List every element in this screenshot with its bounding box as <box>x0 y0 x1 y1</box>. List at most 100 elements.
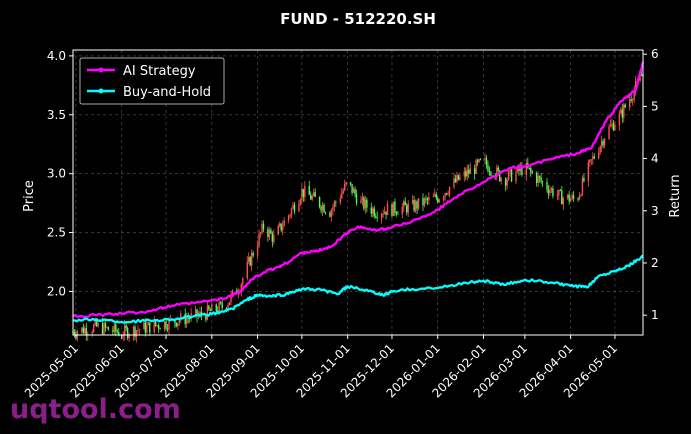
candle-body <box>572 195 575 199</box>
candle-body <box>577 198 579 200</box>
candle-body <box>466 169 468 177</box>
candle-body <box>258 233 260 247</box>
legend: AI Strategy Buy-and-Hold <box>79 57 225 105</box>
candle-body <box>330 210 333 217</box>
candle-body <box>123 325 126 336</box>
candle-body <box>104 323 107 328</box>
series-line-buy-and-hold <box>72 255 644 324</box>
y-tick-label: 4.0 <box>47 49 66 63</box>
candle-body <box>562 198 564 205</box>
candle-body <box>97 323 99 327</box>
candle-body <box>355 194 358 204</box>
candle-body <box>311 195 313 200</box>
candle-body <box>500 178 502 182</box>
candle-body <box>614 125 616 131</box>
candle-body <box>73 331 76 335</box>
candle-body <box>407 203 409 213</box>
candle-body <box>620 109 622 114</box>
candle-body <box>302 188 305 197</box>
candle-body <box>246 261 248 279</box>
candle-body <box>447 194 449 195</box>
candle-body <box>115 324 117 332</box>
candle-body <box>397 213 399 215</box>
candle-body <box>143 322 145 330</box>
candle-body <box>344 183 346 191</box>
y-axis-label-right: Return <box>668 174 683 217</box>
candle-body <box>85 328 87 336</box>
candle-body <box>611 123 613 126</box>
candle-body <box>448 186 451 195</box>
candle-body <box>231 289 234 295</box>
candle-body <box>515 171 517 182</box>
candle-body <box>166 328 169 330</box>
candle-body <box>159 328 161 330</box>
candle-body <box>537 176 539 183</box>
candle-body <box>113 324 116 332</box>
candle-body <box>624 104 626 108</box>
candle-body <box>221 302 223 308</box>
candle-body <box>394 201 396 213</box>
candle-body <box>589 159 591 163</box>
candle-body <box>349 182 352 184</box>
left-axis-ticks: 2.0 2.5 3.0 3.5 4.0 <box>47 49 73 298</box>
candle-body <box>417 198 420 209</box>
y-right-tick-label: 3 <box>651 204 659 218</box>
candle-body <box>391 204 393 216</box>
candle-body <box>298 203 300 212</box>
candle-body <box>499 170 501 182</box>
candle-body <box>425 198 427 200</box>
candle-body <box>366 199 368 208</box>
candle-body <box>580 194 582 196</box>
candle-body <box>507 171 510 180</box>
candle-body <box>566 194 569 199</box>
candle-body <box>561 190 563 205</box>
candle-body <box>318 196 321 207</box>
candle-body <box>375 216 377 218</box>
legend-label-ai-strategy: AI Strategy <box>123 64 196 79</box>
candle-body <box>82 327 85 334</box>
candle-body <box>469 168 471 174</box>
candle-body <box>76 331 79 337</box>
grid <box>73 50 643 335</box>
candle-body <box>497 167 499 171</box>
candle-body <box>386 204 389 216</box>
candle-body <box>406 205 408 213</box>
candle-body <box>312 192 315 196</box>
candle-body <box>478 159 480 162</box>
candle-body <box>101 323 104 335</box>
candle-body <box>404 201 406 206</box>
candle-body <box>485 158 488 165</box>
legend-marker-ai-strategy <box>98 67 104 73</box>
candle-body <box>411 200 414 204</box>
candle-body <box>442 196 445 200</box>
candle-body <box>137 329 139 331</box>
candle-body <box>395 212 398 214</box>
candle-body <box>445 193 448 195</box>
candle-body <box>639 74 641 82</box>
candle-body <box>146 325 148 333</box>
candle-body <box>364 199 367 209</box>
y-right-tick-label: 1 <box>651 308 659 322</box>
candle-body <box>199 311 201 315</box>
candle-body <box>177 322 179 327</box>
candle-body <box>414 201 417 211</box>
candle-body <box>283 220 285 227</box>
candle-body <box>484 158 486 160</box>
y-right-tick-label: 4 <box>651 152 659 166</box>
candle-body <box>609 125 612 127</box>
candle-body <box>559 189 562 191</box>
candle-body <box>383 211 386 214</box>
candle-body <box>92 324 95 333</box>
candle-body <box>116 331 119 333</box>
candle-body <box>531 171 533 174</box>
candle-body <box>256 246 259 256</box>
candle-body <box>287 215 290 221</box>
candle-body <box>333 201 336 208</box>
candle-body <box>629 99 631 108</box>
candle-body <box>125 325 127 329</box>
candle-body <box>187 318 189 319</box>
y-right-tick-label: 2 <box>651 256 659 270</box>
candle-body <box>633 90 635 100</box>
candle-body <box>249 257 251 266</box>
candle-body <box>530 167 532 172</box>
